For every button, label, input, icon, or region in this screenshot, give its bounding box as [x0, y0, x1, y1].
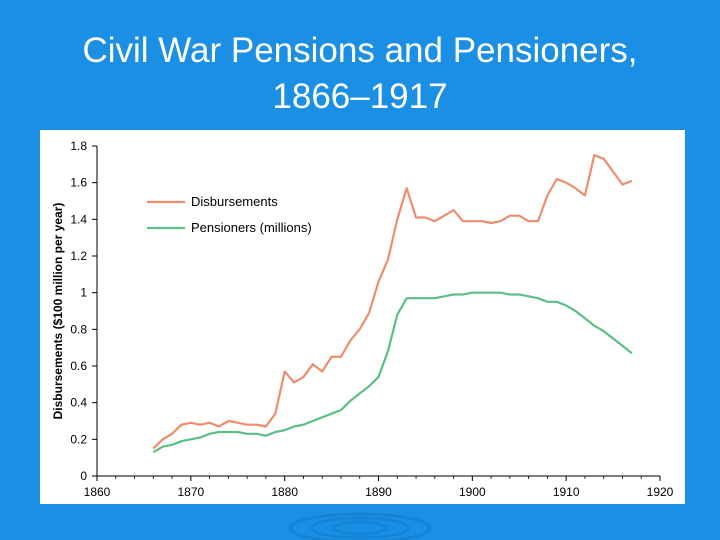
y-axis-label: Disbursements ($100 million per year) [51, 203, 65, 420]
legend-label-disbursements: Disbursements [191, 194, 278, 209]
y-tick-label: 0.8 [70, 322, 87, 336]
y-tick-label: 0.6 [70, 359, 87, 373]
slide-title: Civil War Pensions and Pensioners, 1866–… [0, 28, 720, 120]
slide-title-line-2: 1866–1917 [272, 77, 448, 116]
series-line-disbursements [152, 154, 633, 450]
y-tick-label: 0.4 [70, 396, 87, 410]
x-tick-label: 1910 [553, 485, 580, 499]
y-tick-label: 0.2 [70, 432, 87, 446]
y-tick-label: 1.6 [70, 176, 87, 190]
y-tick-label: 1.4 [70, 212, 87, 226]
x-tick-label: 1880 [271, 485, 298, 499]
y-tick-label: 1 [80, 286, 87, 300]
x-tick-label: 1900 [459, 485, 486, 499]
y-tick-label: 0 [80, 469, 87, 483]
x-tick-label: 1920 [647, 485, 674, 499]
y-tick-label: 1.2 [70, 249, 87, 263]
y-tick-label: 1.8 [70, 139, 87, 153]
chart-panel: 0 0.2 0.4 0.6 0.8 1 1.2 1.4 1.6 1.8 1860 1870 1880 18… [40, 130, 685, 504]
x-tick-label: 1870 [177, 485, 204, 499]
series-line-pensioners [152, 291, 633, 454]
x-tick-label: 1890 [365, 485, 392, 499]
x-tick-label: 1860 [84, 485, 111, 499]
slide-title-line-1: Civil War Pensions and Pensioners, [82, 31, 638, 70]
legend-label-pensioners: Pensioners (millions) [191, 220, 312, 235]
line-chart: 0 0.2 0.4 0.6 0.8 1 1.2 1.4 1.6 1.8 1860 1870 1880 18… [51, 139, 674, 499]
